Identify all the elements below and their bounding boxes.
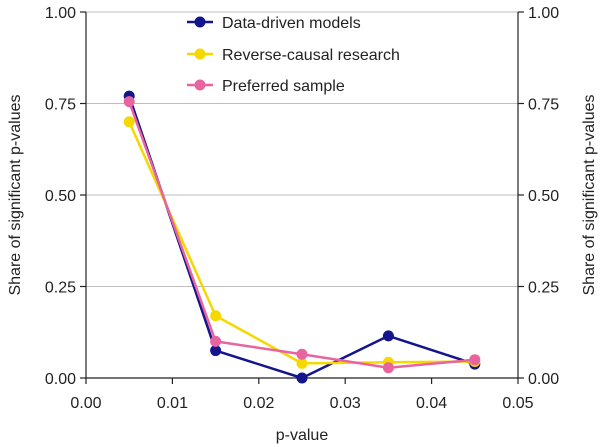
legend-swatch-marker-data-driven-models (194, 16, 206, 28)
legend: Data-driven models Reverse-causal resear… (187, 15, 400, 95)
data-point-preferred-sample-3 (382, 362, 394, 374)
x-tick-label-5: 0.05 (502, 395, 533, 412)
data-point-preferred-sample-0 (123, 96, 135, 108)
data-point-reverse-causal-research-2 (296, 357, 308, 369)
tick-labels: 0.00 0.00 0.25 0.25 0.50 0.50 0.75 0.75 1.00 1.00… (45, 5, 559, 412)
data-point-data-driven-models-2 (296, 372, 308, 384)
legend-label-preferred-sample: Preferred sample (222, 78, 345, 95)
y-tick-label-left-2: 0.50 (45, 188, 76, 205)
x-tick-label-2: 0.02 (243, 395, 274, 412)
y-tick-label-left-1: 0.25 (45, 280, 76, 297)
data-point-reverse-causal-research-0 (123, 116, 135, 128)
y-tick-label-left-4: 1.00 (45, 5, 76, 22)
x-tick-label-3: 0.03 (330, 395, 361, 412)
x-tick-label-4: 0.04 (416, 395, 447, 412)
legend-entry-reverse-causal-research: Reverse-causal research (187, 47, 400, 64)
tick-marks (80, 11, 524, 384)
y-tick-label-right-0: 0.00 (528, 371, 559, 388)
legend-entry-data-driven-models: Data-driven models (187, 15, 361, 32)
y-tick-label-left-0: 0.00 (45, 371, 76, 388)
data-point-preferred-sample-1 (210, 335, 222, 347)
y-tick-label-right-4: 1.00 (528, 5, 559, 22)
data-point-reverse-causal-research-1 (210, 310, 222, 322)
legend-label-reverse-causal-research: Reverse-causal research (222, 47, 400, 64)
y-axis-title-right: Share of significant p-values (581, 95, 598, 296)
y-tick-label-right-2: 0.50 (528, 188, 559, 205)
data-point-preferred-sample-2 (296, 348, 308, 360)
y-tick-label-left-3: 0.75 (45, 97, 76, 114)
y-tick-label-right-1: 0.25 (528, 280, 559, 297)
legend-entry-preferred-sample: Preferred sample (187, 78, 345, 95)
series-layer (123, 90, 481, 384)
x-axis-title: p-value (276, 427, 329, 444)
y-tick-label-right-3: 0.75 (528, 97, 559, 114)
y-axis-title-left: Share of significant p-values (7, 95, 24, 296)
data-point-data-driven-models-3 (382, 330, 394, 342)
legend-swatch-marker-reverse-causal-research (194, 48, 206, 60)
data-point-data-driven-models-1 (210, 345, 222, 357)
data-point-preferred-sample-4 (469, 354, 481, 366)
series-preferred-sample (123, 96, 481, 374)
legend-label-data-driven-models: Data-driven models (222, 15, 361, 32)
x-tick-label-1: 0.01 (157, 395, 188, 412)
series-reverse-causal-research (123, 116, 481, 369)
series-line-preferred-sample (128, 101, 475, 370)
grid-lines (86, 11, 518, 287)
legend-swatch-marker-preferred-sample (194, 79, 206, 91)
x-tick-label-0: 0.00 (70, 395, 101, 412)
